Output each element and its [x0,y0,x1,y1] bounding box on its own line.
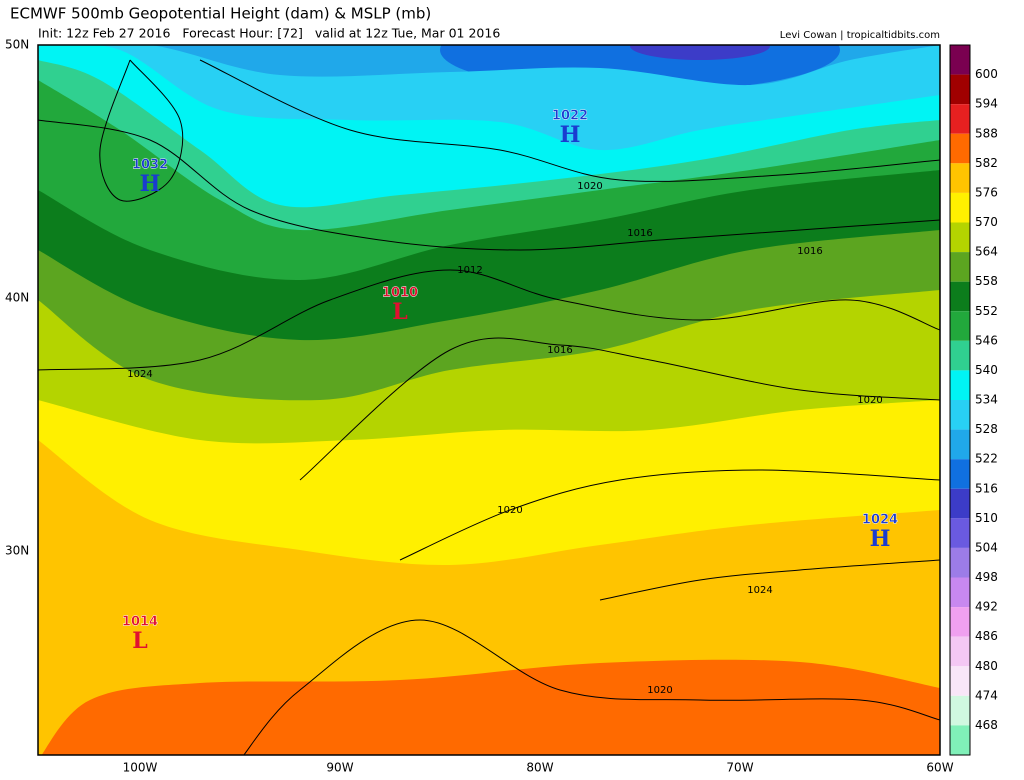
colorbar-segment [950,636,970,667]
isobar [599,559,940,601]
isobar [299,337,940,481]
colorbar-segment [950,370,970,400]
colorbar-label: 498 [975,570,998,584]
pressure-value: 1014 [122,615,158,630]
isobar [199,59,940,182]
colorbar-label: 534 [975,393,998,407]
isobar [399,469,940,561]
isobar [99,59,184,202]
colorbar-label: 552 [975,304,998,318]
colorbar-segment [950,104,970,134]
colorbar-label: 576 [975,185,998,199]
colorbar-label: 528 [975,422,998,436]
colorbar-segment [950,607,970,637]
isobar-label: 1016 [797,246,822,257]
pressure-letter: L [392,299,407,325]
colorbar-label: 594 [975,97,998,111]
isobar-label: 1012 [457,265,482,276]
colorbar-segment [950,577,970,608]
colorbar-segment [950,311,970,341]
colorbar-label: 510 [975,511,998,525]
isobar-label: 1020 [857,395,882,406]
colorbar-label: 504 [975,540,998,554]
colorbar-segment [950,488,970,519]
colorbar-label: 540 [975,363,998,377]
colorbar-segment [950,222,970,253]
isobar-label: 1016 [627,228,652,239]
pressure-letter: L [132,628,147,654]
pressure-value: 1022 [552,109,588,124]
isobar-label: 1020 [647,685,672,696]
height-band [630,45,770,60]
isobar-label: 1024 [747,585,772,596]
isobar [38,119,940,251]
colorbar-segment [950,725,970,755]
isobar-label: 1020 [577,181,602,192]
colorbar: 600 594 588 582 576 570 564 558 552 546 540 534 528 5… [949,44,998,756]
pressure-value: 1010 [382,286,418,301]
title: ECMWF 500mb Geopotential Height (dam) & … [10,5,431,23]
colorbar-segment [950,429,970,460]
colorbar-label: 468 [975,718,998,732]
colorbar-segment [950,281,970,312]
pressure-letter: H [560,122,581,148]
latitude-label: 50N [5,38,29,52]
colorbar-label: 474 [975,688,998,702]
isobar-label: 1020 [497,505,522,516]
colorbar-top [950,45,970,75]
colorbar-frame [949,44,971,756]
colorbar-segment [950,74,970,105]
colorbar-label: 480 [975,659,998,673]
colorbar-label: 558 [975,274,998,288]
colorbar-segment [950,547,970,578]
isobar-label: 1024 [127,369,152,380]
colorbar-label: 546 [975,333,998,347]
pressure-value: 1032 [132,158,168,173]
colorbar-segment [950,695,970,726]
colorbar-label: 486 [975,629,998,643]
isobar [243,619,940,755]
longitude-label: 90W [326,761,353,775]
height-band [41,659,940,755]
pressure-letter: H [140,171,161,197]
colorbar-label: 582 [975,156,998,170]
longitude-label: 70W [726,761,753,775]
colorbar-label: 522 [975,452,998,466]
longitude-label: 100W [123,761,158,775]
longitude-label: 60W [926,761,953,775]
subtitle: Init: 12z Feb 27 2016 Forecast Hour: [72… [38,26,500,41]
latitude-label: 30N [5,544,29,558]
colorbar-label: 492 [975,600,998,614]
colorbar-label: 600 [975,67,998,81]
map-area: 1032H1022H1010L1014L1024H102010161016101… [38,45,940,755]
colorbar-segment [950,163,970,193]
colorbar-segment [950,518,970,548]
isobar-label: 1016 [547,345,572,356]
longitude-label: 80W [526,761,553,775]
colorbar-segment [950,133,970,164]
map-frame [37,44,941,756]
colorbar-label: 516 [975,481,998,495]
colorbar-label: 570 [975,215,998,229]
pressure-value: 1024 [862,513,898,528]
colorbar-label: 588 [975,126,998,140]
isobar [38,269,940,371]
colorbar-label: 564 [975,245,998,259]
credit: Levi Cowan | tropicaltidbits.com [780,30,940,41]
colorbar-segment [950,400,970,430]
colorbar-segment [950,459,970,489]
colorbar-segment [950,192,970,223]
colorbar-segment [950,666,970,696]
colorbar-segment [950,252,970,282]
latitude-label: 40N [5,291,29,305]
pressure-letter: H [870,526,891,552]
colorbar-segment [950,340,970,371]
